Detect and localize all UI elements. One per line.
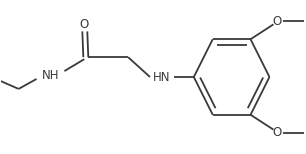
Text: NH: NH (42, 69, 59, 81)
Text: O: O (273, 15, 282, 28)
Text: O: O (80, 18, 89, 31)
Text: HN: HN (153, 71, 171, 83)
Text: O: O (273, 126, 282, 139)
